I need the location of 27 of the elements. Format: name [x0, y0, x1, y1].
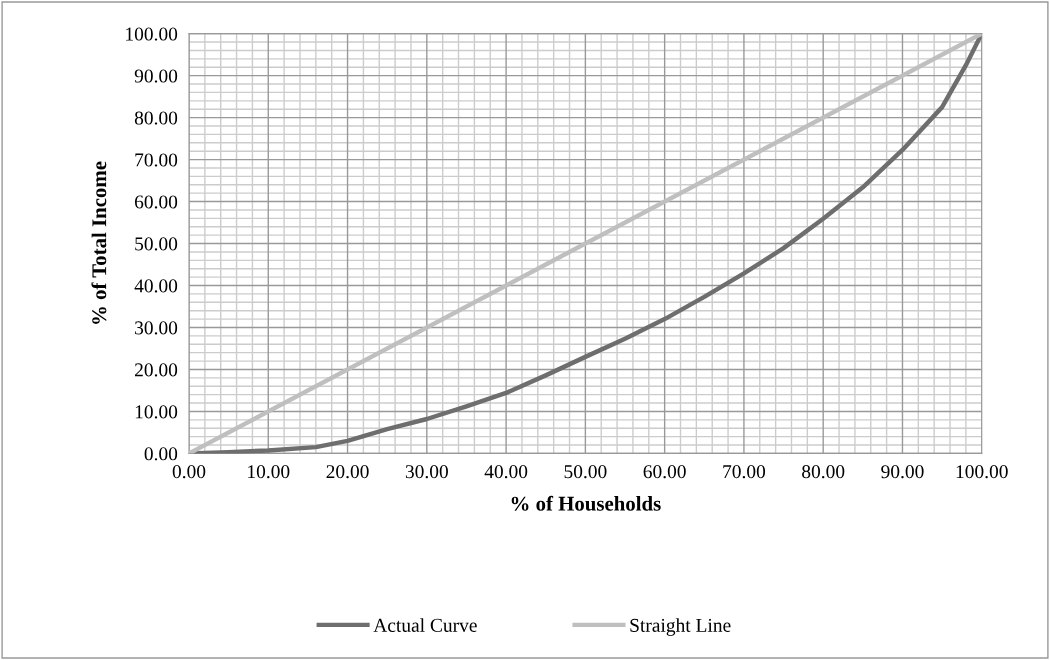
y-tick-label: 30.00: [135, 321, 178, 335]
x-tick-label: 20.00: [326, 465, 369, 479]
y-tick-label: 50.00: [135, 237, 178, 251]
y-tick-label: 60.00: [134, 195, 178, 209]
y-tick-label: 0.00: [144, 447, 178, 461]
y-tick-label: 90.00: [134, 69, 178, 83]
x-tick-label: 50.00: [564, 465, 607, 479]
y-tick-label: 100.00: [126, 27, 178, 41]
y-tick-label: 80.00: [134, 111, 178, 125]
x-tick-label: 0.00: [172, 465, 206, 479]
x-tick-label: 70.00: [723, 465, 766, 479]
y-axis-title: % of Total Income: [91, 161, 107, 324]
y-tick-label: 40.00: [134, 279, 178, 293]
x-tick-label: 10.00: [248, 465, 290, 479]
x-tick-label: 40.00: [484, 465, 528, 479]
x-tick-label: 90.00: [881, 465, 924, 479]
x-tick-label: 80.00: [802, 465, 845, 479]
x-tick-label: 30.00: [405, 465, 448, 479]
y-tick-label: 20.00: [134, 363, 178, 377]
x-tick-label: 60.00: [643, 465, 686, 479]
y-tick-label: 70.00: [135, 153, 178, 167]
legend-label: Actual Curve: [373, 618, 477, 632]
y-tick-label: 10.00: [135, 405, 178, 419]
x-tick-label: 100.00: [956, 465, 1008, 479]
legend-label: Straight Line: [630, 618, 731, 636]
line-series: [189, 33, 982, 454]
x-axis-title: % of Households: [511, 495, 661, 511]
